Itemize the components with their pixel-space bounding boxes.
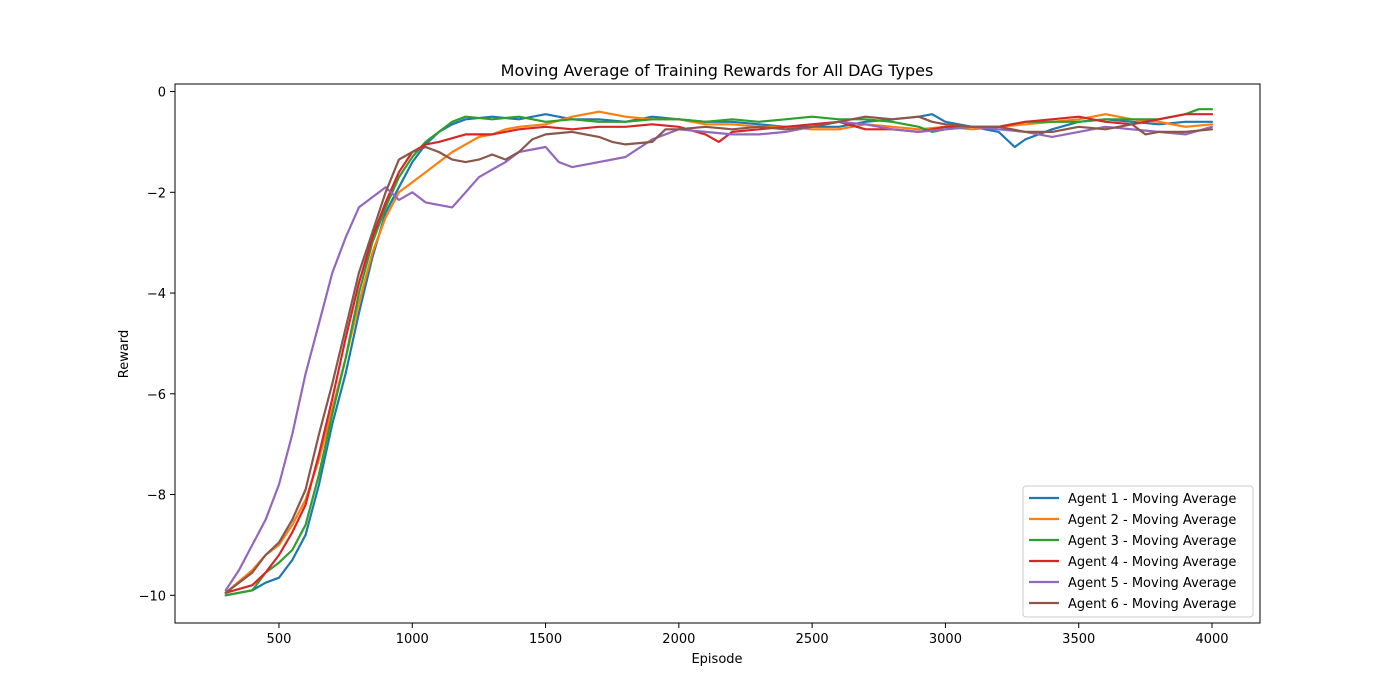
- y-tick-label: −4: [147, 287, 166, 302]
- series-line-agent-6: [224, 115, 1214, 594]
- series-line-agent-4: [224, 113, 1214, 594]
- series-line-agent-5: [224, 120, 1214, 592]
- legend-box: [1022, 485, 1254, 618]
- x-tick-label: 2000: [662, 632, 695, 647]
- legend-label-agent-2: Agent 2 - Moving Average: [1068, 513, 1236, 528]
- legend-label-agent-3: Agent 3 - Moving Average: [1068, 534, 1236, 549]
- series-line-agent-1: [224, 113, 1214, 597]
- x-axis-label: Episode: [691, 652, 742, 667]
- y-tick-label: −2: [147, 186, 166, 201]
- plot-lines: [224, 108, 1214, 597]
- x-tick-label: 4000: [1195, 632, 1228, 647]
- legend-label-agent-6: Agent 6 - Moving Average: [1068, 597, 1236, 612]
- y-axis-ticks: −10 −8 −6 −4 −2 0: [139, 86, 175, 604]
- x-tick-label: 1500: [529, 632, 562, 647]
- y-tick-label: −10: [139, 589, 166, 604]
- x-tick-label: 1000: [396, 632, 429, 647]
- y-axis-label: Reward: [117, 330, 132, 378]
- y-tick-label: 0: [158, 86, 166, 101]
- chart-title: Moving Average of Training Rewards for A…: [501, 61, 934, 80]
- plot-frame: [174, 83, 1261, 624]
- legend-label-agent-1: Agent 1 - Moving Average: [1068, 492, 1236, 507]
- legend-label-agent-5: Agent 5 - Moving Average: [1068, 576, 1236, 591]
- legend: Agent 1 - Moving Average Agent 2 - Moving…: [1022, 485, 1254, 618]
- y-tick-label: −8: [147, 489, 166, 504]
- legend-label-agent-4: Agent 4 - Moving Average: [1068, 555, 1236, 570]
- x-axis-ticks: 500 1000 1500 2000 2500 3000 3500 4000: [267, 623, 1229, 647]
- x-tick-label: 2500: [796, 632, 829, 647]
- x-tick-label: 3500: [1062, 632, 1095, 647]
- y-tick-label: −6: [147, 388, 166, 403]
- x-tick-label: 500: [267, 632, 292, 647]
- x-tick-label: 3000: [929, 632, 962, 647]
